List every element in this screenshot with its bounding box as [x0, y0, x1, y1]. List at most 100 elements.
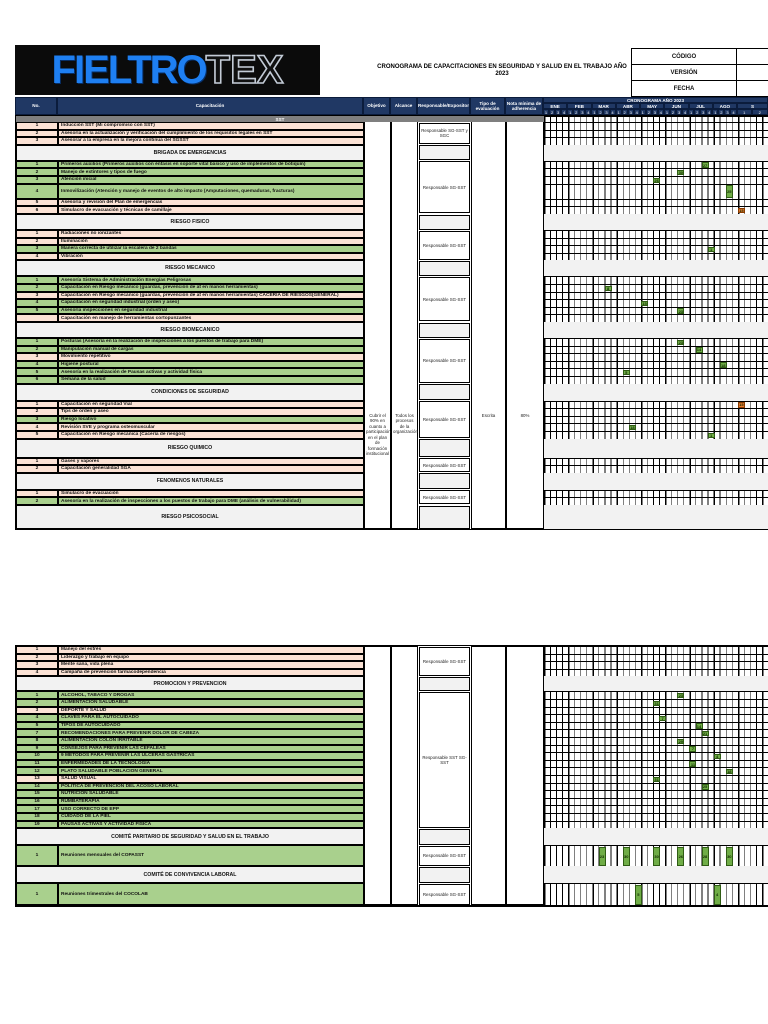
grid-row: 11: [544, 759, 768, 768]
row-number: [16, 314, 58, 322]
month-label-ene: ENE: [543, 102, 568, 109]
section-band: [544, 866, 768, 884]
section-header-comit-de-convivencia-laboral: COMITÉ DE CONVIVENCIA LABORAL: [16, 866, 364, 884]
capacitacion-cell: Mente sana, vida plena: [58, 661, 364, 669]
grid-row: [544, 706, 768, 715]
section-band: [544, 828, 768, 846]
grid-row: [544, 122, 768, 130]
section-header-riesgo-fisico: RIESGO FISICO: [16, 214, 364, 230]
grid-row: 1: [544, 431, 768, 439]
week-number: 4: [706, 108, 713, 115]
row-number: 13: [16, 775, 58, 783]
header-alcance: Alcance: [390, 97, 417, 115]
schedule-mark: 30: [653, 846, 661, 866]
schedule-mark: 5: [634, 884, 642, 905]
alcance-text: Todos los procesos de la organización: [393, 412, 418, 435]
grid-row: 23: [544, 691, 768, 699]
week-number: 2: [752, 108, 768, 115]
merged-column-nota-minima: [506, 646, 544, 906]
week-number: 2: [694, 108, 701, 115]
responsable-cell: Responsable SG-SST: [419, 883, 470, 905]
capacitacion-cell: PAUSAS ACTIVAS Y ACTIVIDAD FISICA: [58, 820, 364, 829]
row-number: 2: [16, 168, 58, 176]
capacitacion-cell: 9 METODOS PARA PREVENIR LAS ULCERAS GAST…: [58, 752, 364, 760]
grid-row: [544, 353, 768, 361]
schedule-mark: 21: [701, 730, 709, 737]
row-number: 3: [16, 291, 58, 300]
responsable-band-cell: [419, 866, 470, 883]
meta-value-fecha: [737, 81, 768, 96]
week-number: 4: [561, 108, 568, 115]
responsable-cell: Responsable SG-SST: [419, 338, 470, 384]
capacitacion-cell: ALIMENTACION COLON IRRITABLE: [58, 737, 364, 745]
row-number: 5: [16, 198, 58, 207]
objetivo-text: Cubrir el 90% en cuanto a participación …: [366, 412, 391, 457]
month-label-jun: JUN: [664, 102, 689, 109]
header-nota-minima: Nota mínima de adherencia: [505, 97, 543, 115]
capacitacion-cell: Movimiento repetitivo: [58, 353, 364, 361]
row-number: 1: [16, 691, 58, 699]
section-band: [544, 438, 768, 458]
section-header-brigada-de-emergencias: BRIGADA DE EMERGENCIAS: [16, 144, 364, 161]
capacitacion-cell: Capacitación generalidad SGA: [58, 465, 364, 473]
schedule-mark: 31: [653, 700, 661, 707]
row-number: 2: [16, 237, 58, 246]
header-tipo-evaluacion: Tipo de evaluación: [470, 97, 505, 115]
capacitacion-cell: PLATO SALUDABLE POBLACION GENERAL: [58, 767, 364, 775]
schedule-mark: 23: [677, 308, 685, 314]
week-number: 3: [555, 108, 562, 115]
grid-row: [544, 137, 768, 145]
section-band: [544, 260, 768, 277]
section-band: [544, 472, 768, 490]
grid-row: [544, 790, 768, 798]
schedule-mark: 4: [713, 884, 721, 905]
week-number: 4: [609, 108, 616, 115]
row-number: 3: [16, 661, 58, 669]
capacitacion-cell: Posturas (Asesoría en la realización de …: [58, 338, 364, 346]
capacitacion-cell: Asesoría en la realización de inspeccion…: [58, 497, 364, 505]
capacitacion-cell: Atención inicial: [58, 176, 364, 184]
capacitacion-cell: Manera correcta de utilizar la escalera …: [58, 245, 364, 253]
week-number: 2: [645, 108, 652, 115]
tipo-evaluacion-text: Escrita: [481, 412, 496, 418]
header-responsable: Responsable/Expositor: [417, 97, 470, 115]
schedule-mark: 15: [640, 300, 648, 307]
week-number: 2: [573, 108, 580, 115]
merged-column-alcance: Todos los procesos de la organización: [391, 116, 418, 529]
week-number: 3: [724, 108, 731, 115]
schedule-mark: 23: [677, 339, 685, 346]
capacitacion-cell: Gases y vapores: [58, 457, 364, 466]
grid-row: [544, 198, 768, 207]
month-label-feb: FEB: [567, 102, 592, 109]
schedule-mark: 1: [707, 246, 715, 253]
schedule-mark: 8: [604, 285, 612, 292]
grid-row: [544, 276, 768, 284]
row-number: 1: [16, 457, 58, 466]
meta-row-version: VERSIÓN: [632, 65, 768, 81]
document-title: CRONOGRAMA DE CAPACITACIONES EN SEGURIDA…: [377, 64, 627, 78]
responsable-band-cell: [419, 322, 470, 338]
grid-row: [544, 646, 768, 654]
row-number: 1: [16, 160, 58, 169]
grid-row: 21: [544, 729, 768, 737]
row-number: 3: [16, 415, 58, 424]
logo-text-tex: TEX: [205, 48, 284, 92]
row-number: 1: [16, 400, 58, 409]
capacitacion-cell: Reuniones mensuales del COPASST: [58, 845, 364, 867]
capacitacion-cell: Capacitación en seguridad industrial (or…: [58, 299, 364, 307]
week-number: 1: [543, 108, 550, 115]
row-number: 6: [16, 206, 58, 214]
capacitacion-cell: Simulacro de evacuación y técnicas de ca…: [58, 206, 364, 214]
week-number: 2: [549, 108, 556, 115]
week-number: 1: [591, 108, 598, 115]
row-number: 2: [16, 699, 58, 707]
merged-column-nota-minima: 80%: [506, 116, 544, 529]
row-number: 2: [16, 345, 58, 354]
capacitacion-cell: CLAVES PARA EL AUTOCUIDADO: [58, 714, 364, 722]
responsable-cell: Responsable SG-SST: [419, 458, 470, 473]
capacitacion-cell: Capacitación en Riesgo mecánico (guardas…: [58, 284, 364, 292]
schedule-mark: 14: [695, 347, 703, 353]
month-label-ago: AGO: [712, 102, 737, 109]
capacitacion-cell: TIPOS DE AUTOCUIDADO: [58, 721, 364, 730]
week-number: 3: [579, 108, 586, 115]
